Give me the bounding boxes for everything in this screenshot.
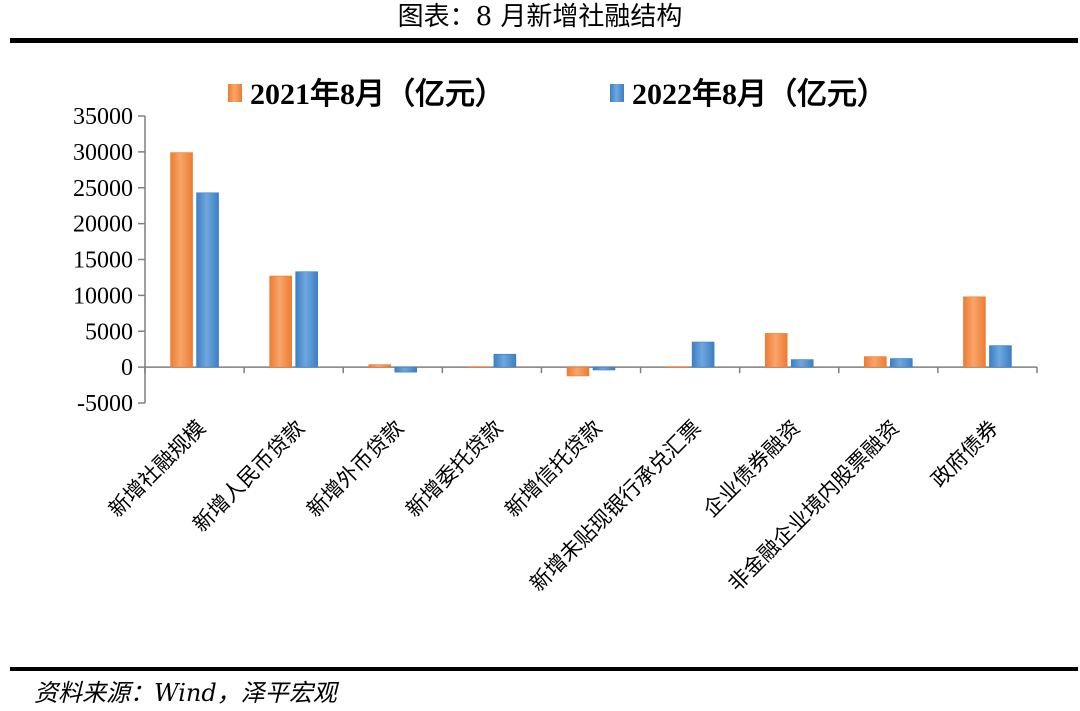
x-category-label: 新增未贴现银行承兑汇票 (525, 416, 705, 596)
legend: 2021年8月（亿元） 2022年8月（亿元） (228, 77, 887, 111)
bar-2022 (989, 345, 1012, 368)
y-tick-label: 25000 (73, 176, 133, 202)
bar-2021 (368, 364, 392, 368)
y-axis-ticks: 35000 30000 25000 20000 15000 10000 5000 0 -5000 (73, 104, 145, 417)
bar-2021 (467, 366, 491, 369)
y-tick-label: 15000 (73, 248, 133, 274)
x-category-label: 新增社融规模 (104, 416, 210, 522)
y-tick-label: 10000 (73, 283, 133, 309)
y-tick-label: 20000 (73, 212, 133, 238)
x-axis-labels: 新增社融规模新增人民币贷款新增外币贷款新增委托贷款新增信托贷款新增未贴现银行承兑… (104, 416, 1003, 596)
chart-title: 图表：8 月新增社融结构 (397, 2, 683, 32)
bar-2021 (665, 366, 689, 369)
legend-swatch-2021 (228, 84, 242, 102)
bar-2021 (963, 296, 986, 368)
bar-2021 (764, 333, 788, 368)
y-tick-label: 30000 (73, 140, 133, 166)
bar-2022 (890, 358, 913, 368)
legend-label-2021: 2021年8月（亿元） (250, 77, 505, 111)
x-category-label: 新增委托贷款 (401, 416, 507, 522)
x-category-label: 政府债券 (927, 416, 1003, 492)
bar-2022 (592, 366, 616, 371)
bar-2022 (790, 359, 814, 368)
bar-2022 (691, 341, 715, 368)
bar-2021 (864, 356, 887, 368)
legend-label-2022: 2022年8月（亿元） (632, 77, 887, 111)
legend-swatch-2022 (610, 84, 624, 102)
bar-2022 (394, 366, 418, 373)
x-category-label: 非金融企业境内股票融资 (724, 416, 904, 596)
bar-2021 (170, 152, 193, 368)
x-category-label: 新增外币贷款 (302, 416, 408, 522)
bar-2021 (269, 275, 292, 368)
bar-chart: 2021年8月（亿元） 2022年8月（亿元） 35000 30000 25000 2… (73, 77, 1038, 596)
x-category-label: 企业债券融资 (699, 416, 805, 522)
bar-2022 (295, 271, 318, 368)
bars (170, 152, 1012, 377)
y-tick-label: 5000 (85, 319, 133, 345)
bottom-rule (10, 667, 1078, 671)
x-category-label: 新增信托贷款 (500, 416, 606, 522)
bar-2022 (196, 192, 219, 368)
top-rule (10, 38, 1078, 43)
y-tick-label: -5000 (77, 391, 133, 417)
bar-2021 (566, 366, 590, 377)
y-tick-label: 0 (121, 355, 133, 381)
bar-2022 (493, 353, 517, 368)
source-note: 资料来源：Wind，泽平宏观 (34, 679, 337, 707)
y-tick-label: 35000 (73, 104, 133, 130)
